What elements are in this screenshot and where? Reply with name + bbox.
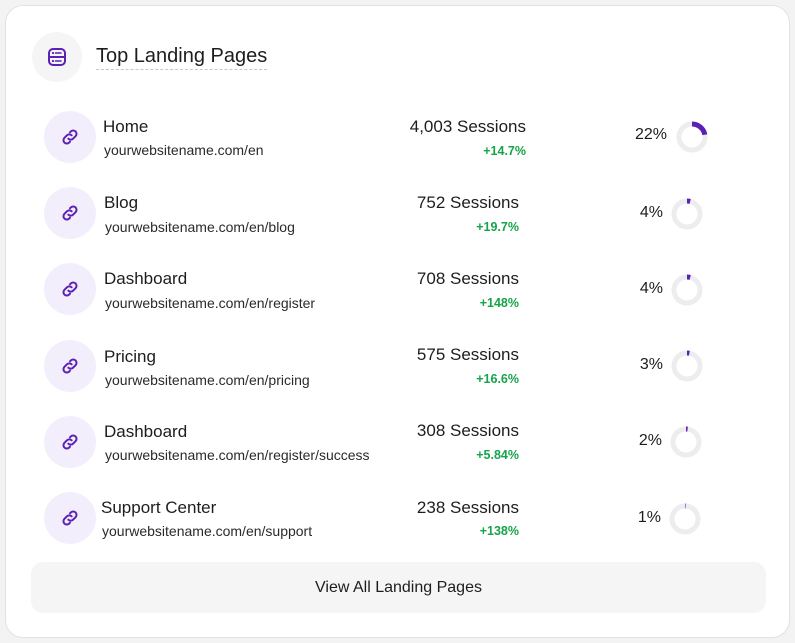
link-icon [44, 111, 96, 163]
page-url[interactable]: yourwebsitename.com/en [104, 142, 264, 158]
page-name: Dashboard [104, 422, 188, 441]
page-name: Support Center [101, 498, 217, 517]
share-donut [671, 274, 703, 306]
session-change: +16.6% [476, 372, 519, 386]
session-count: 575 Sessions [416, 345, 519, 364]
share-percent: 3% [639, 356, 663, 373]
share-donut [671, 198, 703, 230]
share-donut [676, 121, 708, 153]
view-all-landing-pages-button[interactable]: View All Landing Pages [31, 562, 766, 613]
share-percent: 2% [638, 432, 662, 449]
page-name: Pricing [104, 347, 156, 366]
list-item[interactable]: Support Center yourwebsitename.com/en/su… [6, 487, 791, 547]
share-donut [671, 350, 703, 382]
share-percent: 4% [639, 280, 663, 297]
share-donut [669, 503, 701, 535]
page-name: Dashboard [104, 269, 188, 288]
card-header: Top Landing Pages [32, 32, 268, 82]
link-icon [44, 492, 96, 544]
list-item[interactable]: Pricing yourwebsitename.com/en/pricing 5… [6, 335, 791, 395]
session-count: 238 Sessions [416, 498, 519, 517]
session-change: +19.7% [476, 220, 519, 234]
link-icon [44, 416, 96, 468]
list-item[interactable]: Dashboard yourwebsitename.com/en/registe… [6, 258, 791, 318]
list-item[interactable]: Home yourwebsitename.com/en 4,003 Sessio… [6, 106, 791, 166]
top-landing-pages-card: Top Landing Pages Home yourwebsitename.c… [5, 5, 790, 638]
card-title[interactable]: Top Landing Pages [96, 44, 268, 70]
link-icon [44, 340, 96, 392]
session-change: +148% [479, 296, 519, 310]
share-percent: 4% [639, 204, 663, 221]
session-count: 708 Sessions [416, 269, 519, 288]
session-change: +138% [479, 524, 519, 538]
page-url[interactable]: yourwebsitename.com/en/register [105, 295, 316, 311]
share-percent: 22% [634, 126, 667, 143]
page-url[interactable]: yourwebsitename.com/en/blog [105, 219, 295, 235]
list-item[interactable]: Blog yourwebsitename.com/en/blog 752 Ses… [6, 182, 791, 242]
session-change: +5.84% [476, 448, 519, 462]
link-icon [44, 187, 96, 239]
session-count: 4,003 Sessions [409, 117, 526, 136]
session-change: +14.7% [483, 144, 526, 158]
page-url[interactable]: yourwebsitename.com/en/register/success [105, 447, 370, 463]
list-item[interactable]: Dashboard yourwebsitename.com/en/registe… [6, 411, 791, 471]
page-name: Home [103, 117, 149, 136]
session-count: 308 Sessions [416, 421, 519, 440]
session-count: 752 Sessions [416, 193, 519, 212]
page-url[interactable]: yourwebsitename.com/en/support [102, 523, 313, 539]
share-percent: 1% [637, 509, 661, 526]
page-name: Blog [104, 193, 139, 212]
share-donut [670, 426, 702, 458]
page-url[interactable]: yourwebsitename.com/en/pricing [105, 372, 310, 388]
server-list-icon [32, 32, 82, 82]
link-icon [44, 263, 96, 315]
